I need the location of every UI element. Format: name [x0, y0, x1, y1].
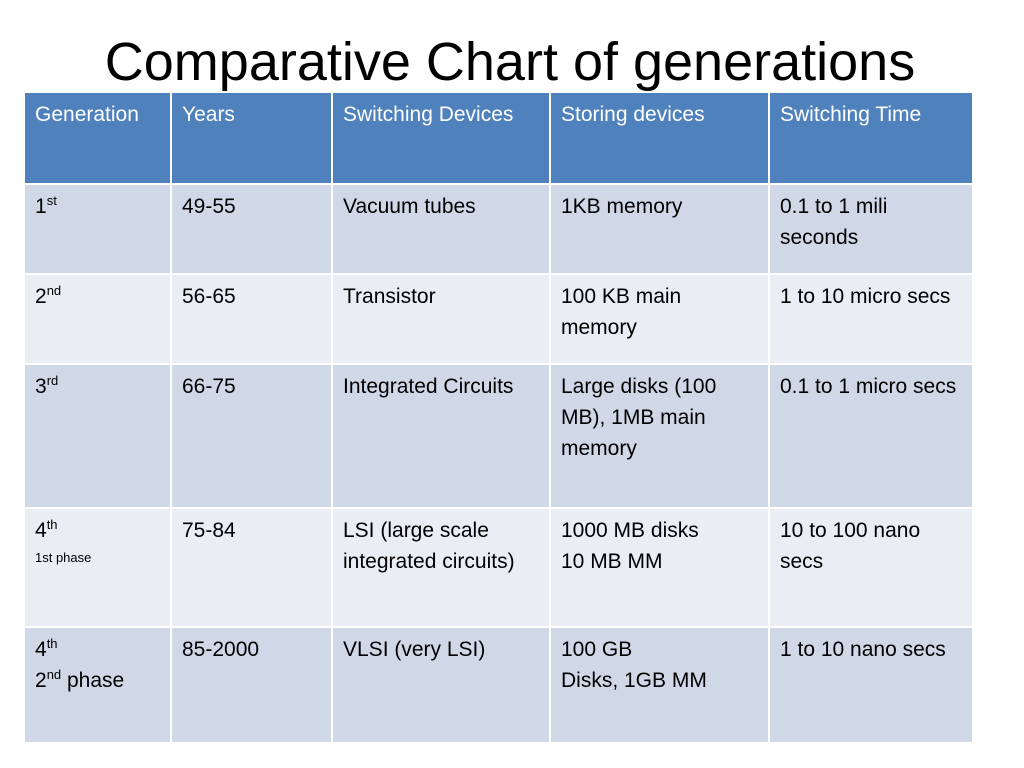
cell-switching-time: 1 to 10 nano secs	[769, 627, 974, 744]
cell-storing-devices: 1KB memory	[550, 184, 770, 275]
generation-number: 3	[35, 375, 47, 398]
cell-generation: 4th 1st phase	[25, 508, 172, 628]
cell-generation: 4th 2nd phase	[25, 627, 172, 744]
table-row: 3rd 66-75 Integrated Circuits Large disk…	[25, 364, 974, 509]
cell-switching-devices: Vacuum tubes	[332, 184, 551, 275]
cell-switching-time: 0.1 to 1 micro secs	[769, 364, 974, 509]
cell-storing-devices: 100 KB main memory	[550, 274, 770, 365]
header-generation: Generation	[25, 93, 172, 185]
cell-generation: 3rd	[25, 364, 172, 509]
generation-number: 1	[35, 195, 47, 218]
generation-phase: 2nd phase	[35, 665, 160, 696]
cell-switching-time: 1 to 10 micro secs	[769, 274, 974, 365]
storing-devices-line: 1000 MB disks	[561, 519, 699, 542]
generation-suffix: th	[46, 636, 58, 651]
cell-switching-time: 10 to 100 nano secs	[769, 508, 974, 628]
cell-storing-devices: 100 GB Disks, 1GB MM	[550, 627, 770, 744]
generation-phase: 1st phase	[35, 550, 92, 565]
storing-devices-line: 10 MB MM	[561, 550, 663, 573]
table-row: 2nd 56-65 Transistor 100 KB main memory …	[25, 274, 974, 365]
table-header-row: Generation Years Switching Devices Stori…	[25, 93, 974, 185]
cell-years: 75-84	[171, 508, 333, 628]
cell-switching-time: 0.1 to 1 mili seconds	[769, 184, 974, 275]
cell-switching-devices: LSI (large scale integrated circuits)	[332, 508, 551, 628]
generation-number: 4	[35, 638, 47, 661]
cell-generation: 1st	[25, 184, 172, 275]
cell-switching-devices: VLSI (very LSI)	[332, 627, 551, 744]
generation-number: 4	[35, 519, 47, 542]
cell-generation: 2nd	[25, 274, 172, 365]
header-storing-devices: Storing devices	[550, 93, 770, 185]
cell-years: 66-75	[171, 364, 333, 509]
generation-suffix: nd	[46, 283, 62, 298]
generation-suffix: rd	[46, 373, 59, 388]
cell-switching-devices: Integrated Circuits	[332, 364, 551, 509]
slide-title: Comparative Chart of generations	[104, 32, 916, 92]
generations-table: Generation Years Switching Devices Stori…	[25, 93, 974, 744]
header-switching-devices: Switching Devices	[332, 93, 551, 185]
cell-years: 85-2000	[171, 627, 333, 744]
cell-storing-devices: 1000 MB disks 10 MB MM	[550, 508, 770, 628]
cell-storing-devices: Large disks (100 MB), 1MB main memory	[550, 364, 770, 509]
storing-devices-line: 100 GB	[561, 638, 633, 661]
generation-suffix: st	[46, 193, 57, 208]
table-row: 4th 2nd phase 85-2000 VLSI (very LSI) 100…	[25, 627, 974, 744]
phase-number: 2	[35, 669, 47, 692]
generation-number: 2	[35, 285, 47, 308]
cell-switching-devices: Transistor	[332, 274, 551, 365]
table-row: 1st 49-55 Vacuum tubes 1KB memory 0.1 to…	[25, 184, 974, 275]
generation-suffix: th	[46, 517, 58, 532]
table-row: 4th 1st phase 75-84 LSI (large scale inte…	[25, 508, 974, 628]
phase-text: phase	[61, 669, 125, 692]
storing-devices-line: Disks, 1GB MM	[561, 669, 707, 692]
cell-years: 56-65	[171, 274, 333, 365]
header-switching-time: Switching Time	[769, 93, 974, 185]
cell-years: 49-55	[171, 184, 333, 275]
header-years: Years	[171, 93, 333, 185]
phase-suffix: nd	[46, 667, 62, 682]
